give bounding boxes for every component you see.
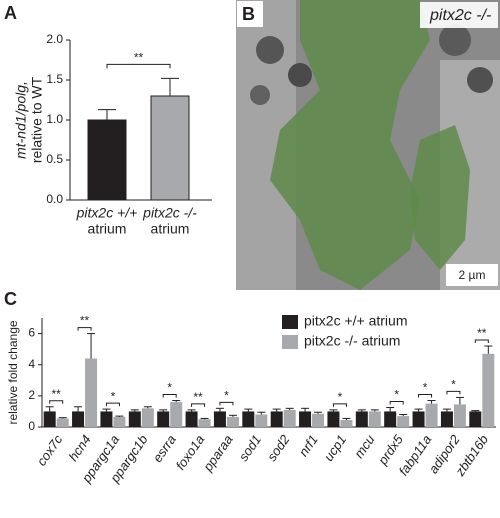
legend-label: pitx2c +/+ atrium xyxy=(304,313,408,329)
highlight-region xyxy=(410,125,470,270)
x-tick-label: atrium xyxy=(151,221,190,237)
bar xyxy=(85,358,98,427)
x-tick-label: cox7c xyxy=(34,432,66,469)
micrograph: pitx2c -/- 2 µm B xyxy=(236,0,500,290)
significance-bracket xyxy=(332,403,347,407)
bar xyxy=(312,413,325,427)
significance-bracket xyxy=(389,401,404,405)
significance-bracket xyxy=(418,394,433,398)
y-tick-label: 6 xyxy=(28,326,35,340)
highlight-region xyxy=(270,0,430,290)
significance-bracket xyxy=(191,403,206,407)
bar xyxy=(453,404,466,427)
bar xyxy=(213,411,226,427)
x-tick-label: atrium xyxy=(88,221,127,237)
image-label: pitx2c -/- xyxy=(429,7,491,24)
legend-label: pitx2c -/- atrium xyxy=(304,333,400,349)
panel-label: C xyxy=(4,289,17,309)
bar xyxy=(340,419,353,427)
bar xyxy=(469,411,482,427)
bar xyxy=(412,411,425,427)
significance-bracket xyxy=(106,63,171,69)
x-tick-label: sod2 xyxy=(264,431,293,463)
significance-label: * xyxy=(338,390,343,404)
x-tick-label: sod1 xyxy=(236,432,264,464)
bar xyxy=(384,411,397,427)
y-tick-label: 0.5 xyxy=(46,152,63,166)
significance-label: * xyxy=(394,388,399,402)
x-tick-label: pparaa xyxy=(200,432,236,475)
significance-bracket xyxy=(162,394,177,398)
significance-label: * xyxy=(451,378,456,392)
x-tick-label: ucp1 xyxy=(321,432,349,464)
y-tick-label: 4 xyxy=(28,357,35,371)
bar xyxy=(87,119,127,201)
significance-label: ** xyxy=(80,314,90,328)
bar xyxy=(100,411,113,427)
legend-swatch xyxy=(282,335,298,349)
bar xyxy=(198,419,211,427)
significance-bracket xyxy=(474,339,489,344)
y-tick-label: 2.0 xyxy=(46,32,63,46)
y-tick-label: 0 xyxy=(28,419,35,433)
bar xyxy=(226,416,239,427)
bar xyxy=(170,402,183,427)
bar xyxy=(440,411,453,427)
y-tick-label: 1.5 xyxy=(46,72,63,86)
y-axis-label: relative fold change xyxy=(6,320,20,424)
bar xyxy=(355,411,368,427)
x-tick-label: mcu xyxy=(351,432,377,461)
significance-bracket xyxy=(49,400,64,404)
bar xyxy=(299,411,312,427)
x-tick-label: pitx2c +/+ xyxy=(76,205,138,221)
significance-bracket xyxy=(446,390,461,395)
panel-label: A xyxy=(4,3,17,23)
panel-label: B xyxy=(242,4,255,24)
y-axis-label: mt-nd1/polg, xyxy=(13,81,29,159)
y-tick-label: 0.0 xyxy=(46,192,63,206)
bar xyxy=(157,411,170,427)
bar xyxy=(327,411,340,427)
bar xyxy=(270,411,283,427)
significance-label: * xyxy=(167,381,172,395)
scale-bar-label: 2 µm xyxy=(459,268,486,282)
significance-label: ** xyxy=(134,51,144,65)
bar xyxy=(141,408,154,427)
significance-label: * xyxy=(423,381,428,395)
y-tick-label: 2 xyxy=(28,388,35,402)
bar xyxy=(242,411,255,427)
significance-label: ** xyxy=(193,390,203,404)
y-tick-label: 1.0 xyxy=(46,112,63,126)
significance-label: ** xyxy=(52,387,62,401)
significance-bracket xyxy=(105,402,120,407)
bar xyxy=(56,418,69,427)
bar xyxy=(283,409,296,427)
bar xyxy=(425,403,438,427)
x-tick-label: nrf1 xyxy=(296,432,321,459)
bar xyxy=(113,416,126,427)
bar xyxy=(43,411,56,427)
significance-bracket xyxy=(77,327,92,331)
legend-swatch xyxy=(282,315,298,329)
bar xyxy=(255,414,268,427)
bar xyxy=(128,411,141,427)
bar xyxy=(72,411,85,427)
x-tick-label: hcn4 xyxy=(65,432,93,464)
bar xyxy=(185,411,198,427)
bar xyxy=(150,95,190,201)
bar xyxy=(397,416,410,427)
bar xyxy=(482,353,495,427)
significance-label: * xyxy=(111,389,116,403)
significance-bracket xyxy=(219,401,234,406)
y-axis-label: relative to WT xyxy=(29,76,45,163)
bar xyxy=(368,411,381,427)
significance-label: ** xyxy=(477,326,487,340)
significance-label: * xyxy=(224,388,229,402)
x-tick-label: pitx2c -/- xyxy=(142,205,197,221)
